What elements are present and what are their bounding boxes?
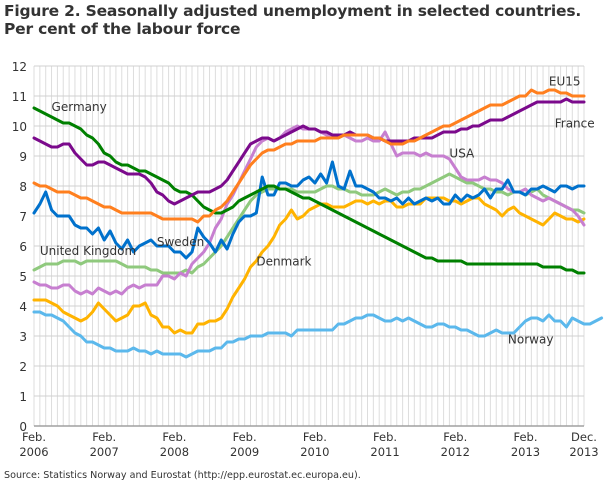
series-label-germany: Germany [52,100,107,114]
y-tick-label: 10 [12,120,27,134]
x-tick-label: 2013 [511,445,540,459]
series-line-france [32,97,586,206]
x-tick-label: Feb. [22,430,46,444]
x-tick-label: 2012 [441,445,470,459]
series-label-denmark: Denmark [256,255,311,269]
x-tick-label: Feb. [303,430,327,444]
series-line-germany [32,106,586,275]
y-tick-label: 6 [19,240,27,254]
y-tick-label: 2 [19,360,27,374]
series-line-united-kingdom [32,172,586,275]
x-tick-label: Feb. [92,430,116,444]
y-tick-label: 8 [19,180,27,194]
x-tick-label: 2007 [90,445,119,459]
y-tick-label: 1 [19,390,27,404]
series-lines [32,88,604,359]
series-label-sweden: Sweden [157,235,204,249]
x-tick-label: Feb. [373,430,397,444]
series-line-norway [32,310,604,359]
series-labels: EU15 France Germany USA Sweden United Kingdom… [40,75,595,347]
series-label-eu15: EU15 [549,75,581,89]
x-tick-label: Feb. [162,430,186,444]
series-line-sweden [32,160,586,260]
x-tick-label: 2009 [230,445,259,459]
series-label-france: France [555,117,595,131]
series-line-eu15 [32,88,586,224]
series-label-usa: USA [449,147,475,161]
chart-title: Figure 2. Seasonally adjusted unemployme… [4,2,582,38]
x-tick-label: 2010 [300,445,329,459]
y-tick-label: 5 [19,270,27,284]
series-label-norway: Norway [508,333,554,347]
y-tick-label: 0 [19,420,27,434]
x-tick-label: 2013 [569,445,598,459]
x-axis-ticks: Feb.2006Feb.2007Feb.2008Feb.2009Feb.2010… [19,430,598,459]
y-tick-label: 3 [19,330,27,344]
x-tick-label: 2011 [370,445,399,459]
x-tick-label: Feb. [233,430,257,444]
y-tick-label: 12 [12,60,27,74]
x-tick-label: Dec. [571,430,597,444]
x-tick-label: Feb. [513,430,537,444]
x-tick-label: Feb. [443,430,467,444]
y-tick-label: 11 [12,90,27,104]
x-tick-label: 2006 [19,445,48,459]
series-line-denmark [32,196,586,335]
series-label-united-kingdom: United Kingdom [40,244,136,258]
y-tick-label: 4 [19,300,27,314]
source-note: Source: Statistics Norway and Eurostat (… [4,470,361,481]
y-tick-label: 7 [19,210,27,224]
x-tick-label: 2008 [160,445,189,459]
y-tick-label: 9 [19,150,27,164]
